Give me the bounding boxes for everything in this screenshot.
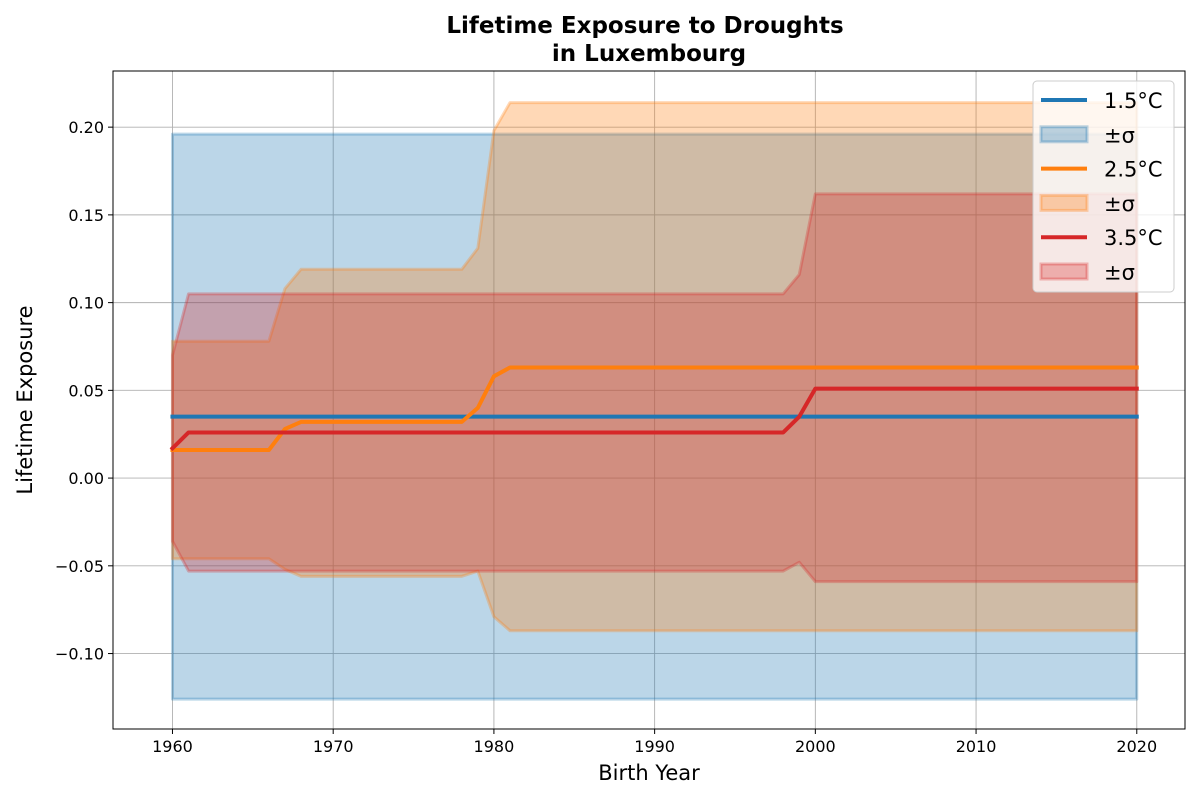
- legend-band-swatch: [1039, 125, 1089, 144]
- x-tick-label: 1970: [313, 737, 354, 756]
- chart-subtitle: in Luxembourg: [552, 41, 746, 67]
- y-tick-label: 0.20: [68, 118, 104, 137]
- legend-band-label: ±σ: [1104, 261, 1135, 285]
- series-line-1: [170, 365, 1139, 453]
- x-axis-label: Birth Year: [598, 761, 700, 785]
- y-tick-label: 0.00: [68, 469, 104, 488]
- y-tick-label: −0.10: [55, 645, 104, 664]
- legend: 1.5°C ±σ 2.5°C ±σ 3.5°C ±σ: [1032, 80, 1175, 293]
- y-tick-label: 0.15: [68, 206, 104, 225]
- y-tick-label: 0.10: [68, 294, 104, 313]
- legend-label: 2.5°C: [1104, 158, 1163, 182]
- x-ticks: 1960 1970 1980 1990 2000 2010 2020: [152, 729, 1157, 756]
- sigma-band-2: [170, 192, 1139, 584]
- y-tick-label: 0.05: [68, 381, 104, 400]
- x-tick-label: 2000: [795, 737, 836, 756]
- x-tick-label: 2020: [1116, 737, 1157, 756]
- legend-box: [1032, 80, 1175, 293]
- legend-band-swatch: [1039, 262, 1089, 281]
- legend-label: 1.5°C: [1104, 89, 1163, 113]
- x-tick-label: 2010: [956, 737, 997, 756]
- plot-frame: [112, 70, 1186, 730]
- y-ticks: −0.10 −0.05 0.00 0.05 0.10 0.15 0.20: [55, 118, 113, 664]
- line-layer: [169, 365, 1139, 453]
- x-tick-label: 1980: [474, 737, 515, 756]
- legend-band-label: ±σ: [1104, 123, 1135, 147]
- y-axis-label: Lifetime Exposure: [13, 305, 37, 494]
- legend-label: 3.5°C: [1104, 226, 1163, 250]
- band-layer: [170, 101, 1139, 701]
- legend-band-label: ±σ: [1104, 192, 1135, 216]
- chart-title: Lifetime Exposure to Droughts: [446, 13, 843, 39]
- y-tick-label: −0.05: [55, 557, 104, 576]
- x-tick-label: 1960: [152, 737, 193, 756]
- grid-layer: [113, 71, 1185, 729]
- series-line-2: [169, 386, 1139, 452]
- legend-band-swatch: [1039, 193, 1089, 212]
- x-tick-label: 1990: [634, 737, 675, 756]
